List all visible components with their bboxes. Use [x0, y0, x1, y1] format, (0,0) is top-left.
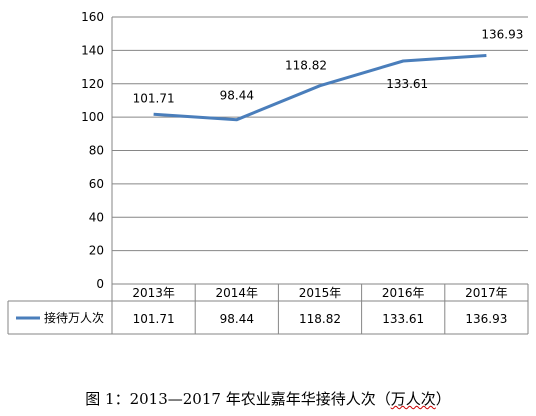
data-label: 136.93 — [481, 27, 523, 41]
x-category-label: 2014年 — [216, 286, 259, 300]
caption-main: 图 1：2013—2017 年农业嘉年华接待人次（ — [85, 390, 391, 408]
y-tick-label: 60 — [89, 177, 104, 191]
caption-unit: 万人次 — [390, 390, 436, 408]
data-label: 98.44 — [220, 89, 254, 103]
data-label: 118.82 — [285, 59, 327, 73]
y-tick-label: 0 — [96, 277, 104, 291]
y-tick-label: 80 — [89, 144, 104, 158]
data-label: 101.71 — [133, 91, 175, 105]
y-tick-label: 140 — [81, 43, 104, 57]
y-tick-label: 100 — [81, 110, 104, 124]
figure-caption: 图 1：2013—2017 年农业嘉年华接待人次（万人次） — [0, 388, 536, 409]
y-axis-ticks: 0 20 40 60 80 100 120 140 160 — [81, 10, 104, 291]
legend-series-name: 接待万人次 — [44, 310, 104, 325]
x-category-label: 2017年 — [465, 286, 508, 300]
series-line — [153, 54, 487, 122]
table-value: 136.93 — [465, 312, 507, 326]
series-lines — [153, 54, 487, 122]
x-category-label: 2013年 — [132, 286, 175, 300]
y-tick-label: 120 — [81, 77, 104, 91]
y-tick-label: 160 — [81, 10, 104, 24]
table-value: 101.71 — [133, 312, 175, 326]
x-category-label: 2015年 — [299, 286, 342, 300]
data-labels: 101.71 98.44 118.82 133.61 136.93 — [133, 27, 524, 105]
data-label: 133.61 — [386, 77, 428, 91]
y-tick-label: 20 — [89, 244, 104, 258]
y-tick-label: 40 — [89, 210, 104, 224]
table-value: 118.82 — [299, 312, 341, 326]
x-category-label: 2016年 — [382, 286, 425, 300]
table-value: 133.61 — [382, 312, 424, 326]
table-value: 98.44 — [220, 312, 254, 326]
caption-end: ） — [435, 390, 451, 408]
